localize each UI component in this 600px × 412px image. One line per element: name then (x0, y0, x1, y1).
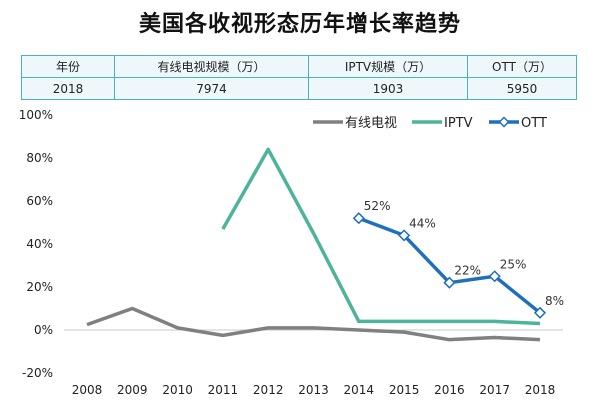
data-label: 8% (545, 294, 564, 308)
summary-table: 年份 有线电视规模（万） IPTV规模（万） OTT（万） 2018 7974 … (21, 55, 577, 100)
y-axis-ticks: -20% 0% 20% 40% 60% 80% 100% (19, 108, 53, 380)
x-tick-label: 2011 (208, 383, 239, 397)
data-label: 25% (500, 257, 527, 271)
x-tick-label: 2018 (525, 383, 556, 397)
x-tick-label: 2008 (72, 383, 103, 397)
ott-point-marker (443, 276, 456, 289)
table-cell-ott: 5950 (467, 77, 577, 100)
series-lines (86, 147, 542, 342)
series-line-0 (86, 306, 541, 342)
legend: 有线电视 IPTV OTT (313, 116, 547, 131)
x-tick-label: 2013 (298, 383, 329, 397)
data-label: 52% (364, 199, 391, 213)
y-tick-label: 100% (19, 108, 53, 122)
y-tick-label: 20% (26, 280, 53, 294)
table-cell-iptv: 1903 (308, 77, 468, 100)
ott-point-marker (352, 212, 365, 225)
data-label: 44% (409, 216, 436, 230)
x-tick-label: 2014 (344, 383, 375, 397)
legend-diamond-marker (498, 116, 510, 128)
y-tick-label: 60% (26, 194, 53, 208)
table-cell-cable: 7974 (114, 77, 309, 100)
chart-title: 美国各收视形态历年增长率趋势 (138, 12, 461, 37)
series-line-1 (221, 147, 541, 326)
x-tick-label: 2012 (253, 383, 284, 397)
legend-label: OTT (521, 116, 547, 131)
legend-label: 有线电视 (345, 116, 397, 131)
x-tick-label: 2009 (117, 383, 148, 397)
y-tick-label: 40% (26, 237, 53, 251)
x-axis-ticks: 2008 2009 2010 2011 2012 2013 2014 2015 2016 2017… (72, 383, 556, 397)
data-labels: 52% 44% 22% 25% 8% (364, 199, 564, 308)
x-tick-label: 2015 (389, 383, 420, 397)
data-label: 22% (454, 264, 481, 278)
ott-point-marker (398, 229, 411, 242)
ott-point-marker (488, 270, 501, 283)
x-tick-label: 2017 (479, 383, 510, 397)
x-tick-label: 2010 (162, 383, 193, 397)
y-tick-label: 0% (34, 323, 53, 337)
table-row: 2018 7974 1903 5950 (21, 77, 577, 100)
table-header-row: 年份 有线电视规模（万） IPTV规模（万） OTT（万） (21, 55, 577, 78)
y-tick-label: 80% (26, 151, 53, 165)
ott-point-marker (533, 306, 547, 319)
table-header-cable: 有线电视规模（万） (114, 55, 309, 78)
x-tick-label: 2016 (434, 383, 465, 397)
legend-label: IPTV (444, 116, 473, 131)
series-markers (352, 212, 547, 319)
table-cell-year: 2018 (21, 77, 115, 100)
y-tick-label: -20% (22, 366, 53, 380)
